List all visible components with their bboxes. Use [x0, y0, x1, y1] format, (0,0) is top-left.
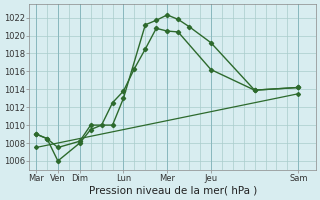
X-axis label: Pression niveau de la mer( hPa ): Pression niveau de la mer( hPa ) — [89, 186, 257, 196]
